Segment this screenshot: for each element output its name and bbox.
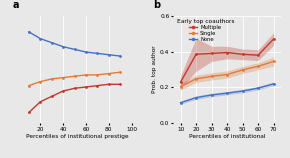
Text: a: a — [12, 0, 19, 10]
Text: b: b — [153, 0, 160, 10]
Y-axis label: Prob. top author: Prob. top author — [152, 46, 157, 93]
Legend: Multiple, Single, None: Multiple, Single, None — [175, 18, 235, 43]
X-axis label: Percentiles of institutional: Percentiles of institutional — [189, 134, 265, 140]
X-axis label: Percentiles of institutional prestige: Percentiles of institutional prestige — [26, 134, 129, 140]
